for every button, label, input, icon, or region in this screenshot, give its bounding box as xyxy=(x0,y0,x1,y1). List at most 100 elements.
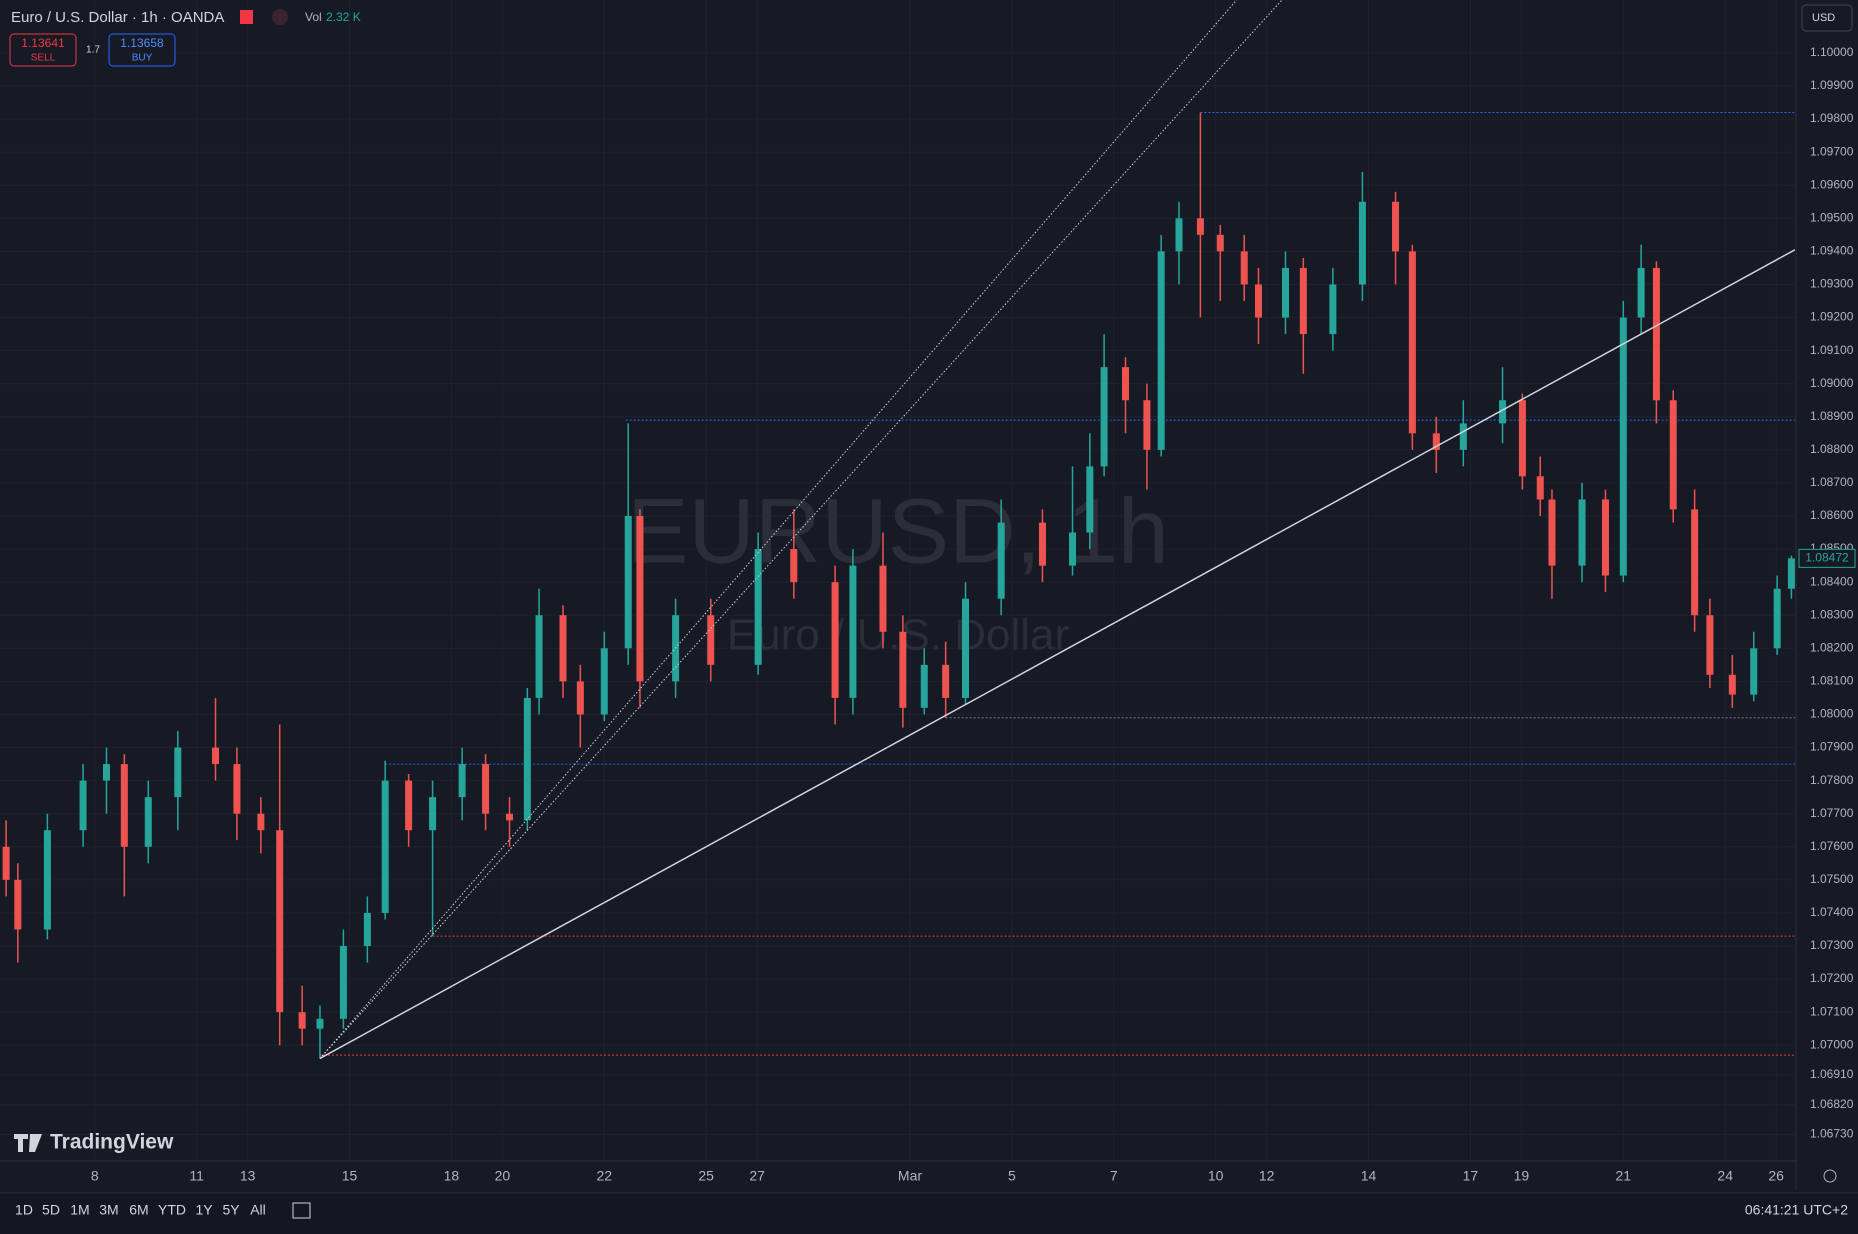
y-tick-label: 1.08200 xyxy=(1810,640,1854,654)
clock: 06:41:21 UTC+2 xyxy=(1745,1202,1848,1218)
candle-body xyxy=(1254,284,1262,318)
candle-body xyxy=(14,879,22,930)
range-button[interactable]: 5D xyxy=(42,1202,60,1218)
sell-label[interactable]: SELL xyxy=(31,53,56,64)
x-tick-label: 20 xyxy=(495,1168,511,1184)
candle-body xyxy=(1038,522,1046,566)
x-tick-label: 10 xyxy=(1208,1168,1224,1184)
y-tick-label: 1.08600 xyxy=(1810,508,1854,522)
candle-body xyxy=(1299,267,1307,335)
sell-price[interactable]: 1.13641 xyxy=(21,36,65,50)
candle-body xyxy=(1691,509,1699,616)
candle-body xyxy=(1459,423,1467,450)
candle-body xyxy=(1706,615,1714,675)
x-tick-label: 14 xyxy=(1361,1168,1377,1184)
brand-name: TradingView xyxy=(50,1131,174,1154)
range-button[interactable]: All xyxy=(250,1202,266,1218)
y-tick-label: 1.09400 xyxy=(1810,244,1854,258)
range-button[interactable]: 6M xyxy=(129,1202,148,1218)
candle-body xyxy=(523,697,531,821)
range-button[interactable]: 1Y xyxy=(195,1202,213,1218)
buy-button[interactable]: 1.13658 BUY xyxy=(108,33,176,67)
candle-body xyxy=(1392,201,1400,252)
candle-body xyxy=(831,582,839,698)
trend-line xyxy=(319,0,1283,1059)
sell-box[interactable] xyxy=(9,33,77,67)
y-tick-label: 1.07800 xyxy=(1810,773,1854,787)
y-tick-label: 1.08300 xyxy=(1810,607,1854,621)
flag-icon xyxy=(240,10,253,24)
range-button[interactable]: 1M xyxy=(70,1202,89,1218)
buy-label[interactable]: BUY xyxy=(132,53,153,64)
y-tick-label: 1.07300 xyxy=(1810,938,1854,952)
candle-body xyxy=(1750,648,1758,695)
candle-body xyxy=(1069,532,1077,566)
plot xyxy=(2,0,1795,1060)
y-tick-label: 1.08800 xyxy=(1810,442,1854,456)
currency-button[interactable]: USD xyxy=(1801,4,1853,32)
currency-box[interactable] xyxy=(1801,4,1853,32)
x-tick-label: 8 xyxy=(91,1168,99,1184)
candle-body xyxy=(997,522,1005,599)
buy-price[interactable]: 1.13658 xyxy=(120,36,164,50)
candle-body xyxy=(1358,201,1366,285)
candle-body xyxy=(212,747,220,765)
last-price-label: 1.08472 xyxy=(1805,551,1849,565)
brand-logo xyxy=(14,1134,42,1152)
candle-body xyxy=(144,797,152,847)
candle-body xyxy=(120,764,128,847)
vol-label: Vol xyxy=(305,10,322,24)
candle-body xyxy=(102,764,110,781)
y-tick-label: 1.08900 xyxy=(1810,409,1854,423)
y-tick-label: 1.09600 xyxy=(1810,177,1854,191)
y-tick-label: 1.07900 xyxy=(1810,740,1854,754)
y-tick-label: 1.06730 xyxy=(1810,1127,1854,1141)
candle-body xyxy=(879,565,887,632)
candle-body xyxy=(1143,400,1151,450)
trend-line xyxy=(319,249,1795,1060)
x-tick-label: 22 xyxy=(596,1168,612,1184)
candle-body xyxy=(790,549,798,583)
currency[interactable]: USD xyxy=(1812,12,1835,24)
y-tick-label: 1.07200 xyxy=(1810,971,1854,985)
candle-body xyxy=(1432,433,1440,450)
sell-button[interactable]: 1.13641 SELL xyxy=(9,33,77,67)
candle-body xyxy=(2,846,10,880)
candle-body xyxy=(1637,267,1645,318)
candle-body xyxy=(43,830,51,930)
candle-body xyxy=(257,813,265,831)
y-tick-label: 1.09200 xyxy=(1810,310,1854,324)
date-range-icon[interactable] xyxy=(292,1202,311,1219)
x-tick-label: 21 xyxy=(1616,1168,1632,1184)
candle-body xyxy=(482,764,490,814)
range-button[interactable]: 1D xyxy=(15,1202,33,1218)
candle-body xyxy=(1787,558,1795,589)
candle-body xyxy=(405,780,413,831)
candle-body xyxy=(576,681,584,715)
candle-body xyxy=(535,615,543,698)
y-tick-label: 1.08000 xyxy=(1810,707,1854,721)
x-tick-label: 26 xyxy=(1768,1168,1784,1184)
x-tick-label: 19 xyxy=(1514,1168,1530,1184)
range-button[interactable]: 3M xyxy=(99,1202,118,1218)
candle-body xyxy=(79,780,87,831)
candle-body xyxy=(1773,588,1781,649)
range-button[interactable]: 5Y xyxy=(222,1202,240,1218)
settings-icon[interactable] xyxy=(1823,1169,1837,1183)
candle-body xyxy=(920,664,928,708)
buy-box[interactable] xyxy=(108,33,176,67)
candle-body xyxy=(1175,218,1183,252)
candle-body xyxy=(1652,267,1660,401)
candle-body xyxy=(298,1012,306,1029)
range-buttons: 1D 5D 1M 3M 6M YTD 1Y 5Y All xyxy=(15,1202,266,1218)
candle-body xyxy=(1329,284,1337,335)
candle-body xyxy=(899,631,907,708)
y-tick-label: 1.09000 xyxy=(1810,376,1854,390)
candle-body xyxy=(962,598,970,698)
y-tick-label: 1.09700 xyxy=(1810,144,1854,158)
x-tick-label: 24 xyxy=(1717,1168,1733,1184)
candle-body xyxy=(174,747,182,798)
candle-body xyxy=(754,549,762,665)
range-button[interactable]: YTD xyxy=(158,1202,186,1218)
